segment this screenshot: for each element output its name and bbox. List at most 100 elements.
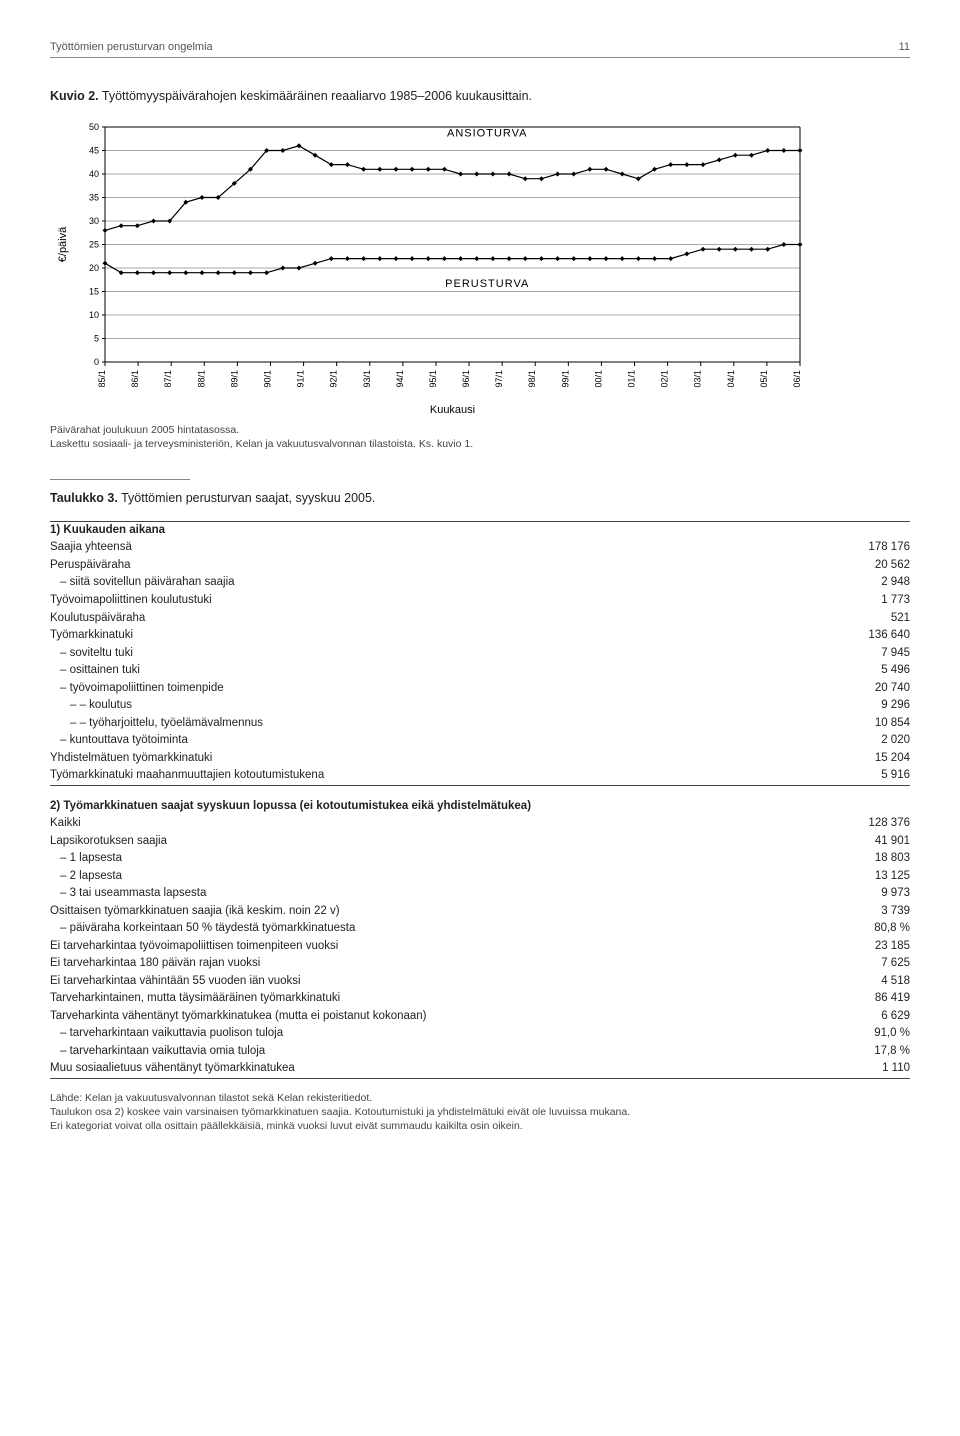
row-value: 1 773	[803, 592, 910, 610]
svg-text:92/1: 92/1	[329, 370, 339, 388]
row-value: 13 125	[803, 868, 910, 886]
row-label: Peruspäiväraha	[50, 557, 803, 575]
table-cell	[50, 785, 910, 798]
row-label: Yhdistelmätuen työmarkkinatuki	[50, 750, 803, 768]
row-label: Koulutuspäiväraha	[50, 610, 803, 628]
row-value: 5 916	[803, 767, 910, 785]
row-value: 15 204	[803, 750, 910, 768]
row-label: Ei tarveharkintaa vähintään 55 vuoden iä…	[50, 973, 803, 991]
row-value: 3 739	[803, 903, 910, 921]
svg-text:99/1: 99/1	[560, 370, 570, 388]
row-label: – 1 lapsesta	[50, 850, 803, 868]
row-label: – 2 lapsesta	[50, 868, 803, 886]
chart-container: 0510152025303540455085/186/187/188/189/1…	[50, 117, 910, 417]
row-value: 86 419	[803, 990, 910, 1008]
row-value: 1 110	[803, 1060, 910, 1078]
row-label: Lapsikorotuksen saajia	[50, 833, 803, 851]
row-label: Tarveharkintainen, mutta täysimääräinen …	[50, 990, 803, 1008]
row-label: Työmarkkinatuki	[50, 627, 803, 645]
svg-text:04/1: 04/1	[726, 370, 736, 388]
svg-text:15: 15	[89, 286, 99, 296]
line-chart: 0510152025303540455085/186/187/188/189/1…	[50, 117, 810, 417]
row-label: – työvoimapoliittinen toimenpide	[50, 680, 803, 698]
svg-text:86/1: 86/1	[130, 370, 140, 388]
row-value: 80,8 %	[803, 920, 910, 938]
table-caption-text: Työttömien perusturvan saajat, syyskuu 2…	[121, 491, 375, 505]
svg-text:PERUSTURVA: PERUSTURVA	[445, 278, 529, 290]
row-value: 17,8 %	[803, 1043, 910, 1061]
svg-text:0: 0	[94, 357, 99, 367]
row-value: 6 629	[803, 1008, 910, 1026]
svg-text:€/päivä: €/päivä	[57, 226, 69, 262]
data-table: 1) Kuukauden aikanaSaajia yhteensä178 17…	[50, 521, 910, 1079]
svg-text:ANSIOTURVA: ANSIOTURVA	[447, 127, 528, 139]
row-value: 10 854	[803, 715, 910, 733]
page-header: Työttömien perusturvan ongelmia 11	[50, 40, 910, 58]
row-label: – – työharjoittelu, työelämävalmennus	[50, 715, 803, 733]
svg-text:93/1: 93/1	[362, 370, 372, 388]
svg-text:87/1: 87/1	[163, 370, 173, 388]
svg-text:01/1: 01/1	[627, 370, 637, 388]
row-value: 9 973	[803, 885, 910, 903]
figure-note: Päivärahat joulukuun 2005 hintatasossa.L…	[50, 423, 910, 451]
section-head: 1) Kuukauden aikana	[50, 521, 910, 539]
row-value: 23 185	[803, 938, 910, 956]
row-label: Ei tarveharkintaa 180 päivän rajan vuoks…	[50, 955, 803, 973]
figure-caption: Kuvio 2. Työttömyyspäivärahojen keskimää…	[50, 88, 910, 105]
row-label: Kaikki	[50, 815, 803, 833]
row-value: 41 901	[803, 833, 910, 851]
svg-text:35: 35	[89, 192, 99, 202]
row-label: Tarveharkinta vähentänyt työmarkkinatuke…	[50, 1008, 803, 1026]
row-value: 128 376	[803, 815, 910, 833]
svg-text:03/1: 03/1	[693, 370, 703, 388]
row-label: – tarveharkintaan vaikuttavia puolison t…	[50, 1025, 803, 1043]
svg-text:06/1: 06/1	[792, 370, 802, 388]
row-value: 20 562	[803, 557, 910, 575]
svg-text:30: 30	[89, 216, 99, 226]
row-label: Ei tarveharkintaa työvoimapoliittisen to…	[50, 938, 803, 956]
table-label: Taulukko 3.	[50, 491, 118, 505]
svg-text:45: 45	[89, 145, 99, 155]
svg-text:89/1: 89/1	[229, 370, 239, 388]
row-label: – 3 tai useammasta lapsesta	[50, 885, 803, 903]
table-caption: Taulukko 3. Työttömien perusturvan saaja…	[50, 490, 910, 507]
row-value: 7 945	[803, 645, 910, 663]
row-label: Työmarkkinatuki maahanmuuttajien kotoutu…	[50, 767, 803, 785]
row-label: Työvoimapoliittinen koulutustuki	[50, 592, 803, 610]
row-label: – päiväraha korkeintaan 50 % täydestä ty…	[50, 920, 803, 938]
row-label: – tarveharkintaan vaikuttavia omia tuloj…	[50, 1043, 803, 1061]
svg-text:98/1: 98/1	[527, 370, 537, 388]
row-value: 91,0 %	[803, 1025, 910, 1043]
row-value: 4 518	[803, 973, 910, 991]
svg-text:50: 50	[89, 122, 99, 132]
row-value: 9 296	[803, 697, 910, 715]
row-value: 178 176	[803, 539, 910, 557]
svg-text:94/1: 94/1	[395, 370, 405, 388]
header-left: Työttömien perusturvan ongelmia	[50, 40, 213, 55]
figure-caption-text: Työttömyyspäivärahojen keskimääräinen re…	[102, 89, 532, 103]
header-page-number: 11	[899, 40, 910, 55]
svg-text:10: 10	[89, 310, 99, 320]
svg-text:85/1: 85/1	[97, 370, 107, 388]
row-value: 20 740	[803, 680, 910, 698]
svg-text:97/1: 97/1	[494, 370, 504, 388]
svg-text:5: 5	[94, 333, 99, 343]
section-head: 2) Työmarkkinatuen saajat syyskuun lopus…	[50, 798, 910, 816]
row-label: Saajia yhteensä	[50, 539, 803, 557]
table-caption-rule	[50, 479, 190, 480]
row-value: 136 640	[803, 627, 910, 645]
row-label: – kuntouttava työtoiminta	[50, 732, 803, 750]
svg-text:40: 40	[89, 169, 99, 179]
row-label: – siitä sovitellun päivärahan saajia	[50, 574, 803, 592]
svg-text:02/1: 02/1	[660, 370, 670, 388]
row-value: 18 803	[803, 850, 910, 868]
figure-label: Kuvio 2.	[50, 89, 99, 103]
svg-text:25: 25	[89, 239, 99, 249]
table-footnote: Lähde: Kelan ja vakuutusvalvonnan tilast…	[50, 1091, 910, 1134]
row-value: 5 496	[803, 662, 910, 680]
row-label: – soviteltu tuki	[50, 645, 803, 663]
row-label: – – koulutus	[50, 697, 803, 715]
svg-text:Kuukausi: Kuukausi	[430, 404, 475, 416]
row-value: 2 020	[803, 732, 910, 750]
row-label: Osittaisen työmarkkinatuen saajia (ikä k…	[50, 903, 803, 921]
